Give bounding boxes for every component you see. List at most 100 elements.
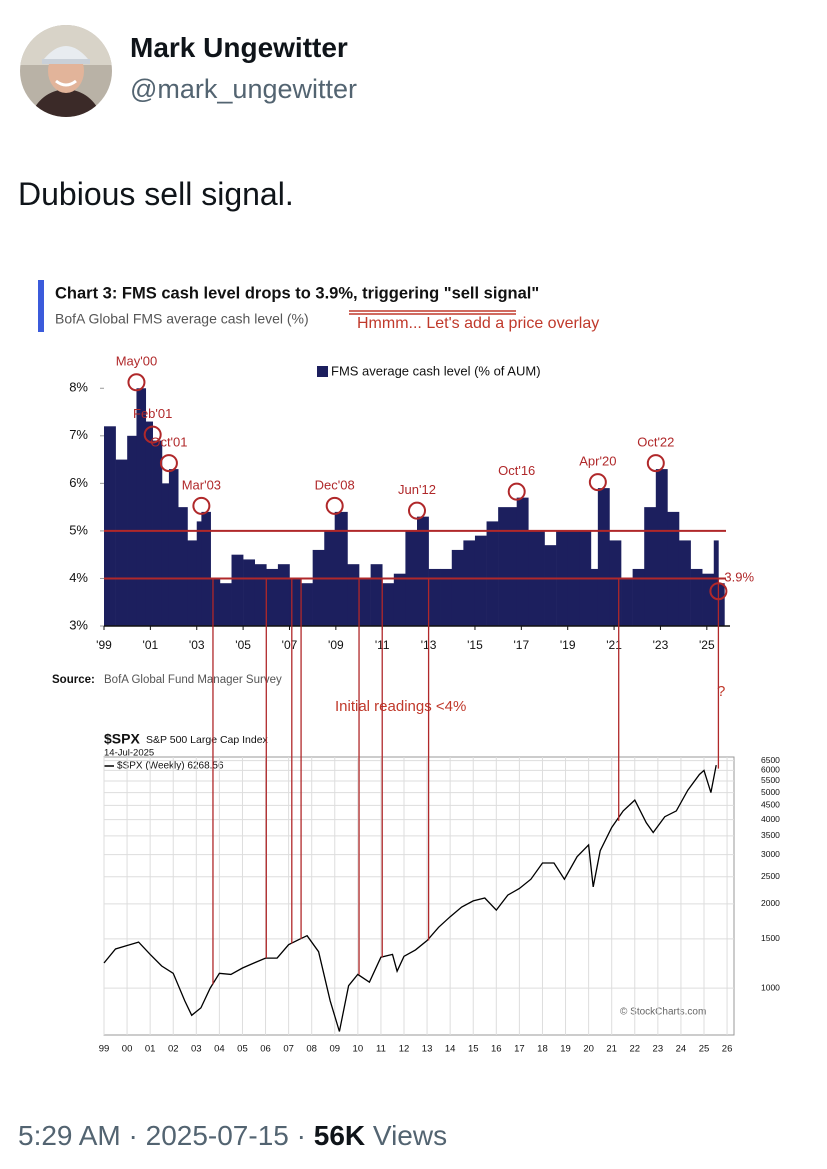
spx-date: 14-Jul-2025	[104, 748, 154, 759]
bar	[219, 583, 232, 626]
annotation-circle	[325, 496, 344, 515]
x-tick-label: '17	[514, 638, 530, 652]
annotation-circle	[646, 454, 665, 473]
bar	[440, 568, 453, 626]
x-tick-label: '03	[189, 638, 205, 652]
x-tick-label: 99	[99, 1044, 110, 1055]
x-tick-label: 15	[468, 1044, 479, 1055]
bar	[187, 540, 198, 626]
bar	[254, 564, 267, 626]
annotation-circle	[588, 473, 607, 492]
bar	[718, 583, 725, 626]
legend-label: FMS average cash level (% of AUM)	[331, 363, 541, 378]
annotation-label: Jun'12	[398, 482, 436, 497]
bar	[428, 568, 441, 626]
x-tick-label: '25	[699, 638, 715, 652]
bar	[334, 511, 348, 626]
bar	[667, 511, 680, 626]
y-tick-label: 5000	[761, 787, 780, 797]
time[interactable]: 5:29 AM	[18, 1120, 121, 1151]
bar	[201, 511, 211, 626]
title-accent	[38, 280, 44, 332]
bar	[359, 578, 371, 626]
annotation-label: Mar'03	[182, 477, 221, 492]
x-tick-label: '09	[328, 638, 344, 652]
bar	[231, 554, 244, 626]
annotation-label: 3.9%	[724, 570, 754, 585]
x-tick-label: 16	[491, 1044, 502, 1055]
bar	[590, 568, 599, 626]
y-tick-label: 4500	[761, 800, 780, 810]
bar	[678, 540, 691, 626]
y-tick-label: 5%	[69, 522, 88, 537]
x-tick-label: 03	[191, 1044, 202, 1055]
annotation: Initial readings <4%	[335, 698, 466, 715]
x-tick-label: 09	[329, 1044, 340, 1055]
user-name[interactable]: Mark Ungewitter	[130, 32, 348, 63]
bar	[621, 578, 633, 626]
bar	[289, 578, 302, 626]
date[interactable]: 2025-07-15	[145, 1120, 289, 1151]
x-tick-label: 08	[306, 1044, 317, 1055]
bar	[474, 535, 487, 626]
x-tick-label: 14	[445, 1044, 456, 1055]
y-tick-label: 8%	[69, 380, 88, 395]
annotation-circle	[408, 501, 426, 520]
x-tick-label: 02	[168, 1044, 179, 1055]
x-tick-label: 11	[376, 1044, 386, 1055]
bar	[196, 521, 202, 626]
bar	[210, 578, 221, 626]
annotation-circle	[192, 496, 211, 515]
bar	[393, 573, 406, 626]
bar	[655, 469, 668, 626]
bar	[136, 388, 147, 626]
y-tick-label: 6%	[69, 475, 88, 490]
x-tick-label: 04	[214, 1044, 225, 1055]
user-handle[interactable]: @mark_ungewitter	[130, 74, 357, 104]
y-tick-label: 7%	[69, 427, 88, 442]
bar	[312, 549, 325, 626]
views-label: Views	[372, 1120, 448, 1151]
annotation-circle	[159, 454, 178, 473]
bar	[382, 583, 395, 626]
x-tick-label: 17	[514, 1044, 525, 1055]
x-tick-label: '19	[560, 638, 576, 652]
y-tick-label: 6000	[761, 765, 780, 775]
bar	[597, 488, 610, 626]
y-tick-label: 1000	[761, 982, 780, 992]
x-tick-label: 06	[260, 1044, 271, 1055]
x-tick-label: 25	[699, 1044, 710, 1055]
y-tick-label: 2500	[761, 871, 780, 881]
views-count: 56K	[313, 1120, 366, 1151]
x-tick-label: '23	[653, 638, 669, 652]
annotation-label: Apr'20	[579, 454, 616, 469]
x-tick-label: 19	[560, 1044, 571, 1055]
bar	[370, 564, 383, 626]
bar	[463, 540, 476, 626]
y-tick-label: 5500	[761, 775, 780, 785]
price-line	[103, 764, 717, 1032]
tweet-text: Dubious sell signal.	[18, 176, 294, 212]
spx-subtitle: S&P 500 Large Cap Index	[146, 734, 269, 746]
annotation-label: Feb'01	[133, 406, 172, 421]
bar	[301, 583, 313, 626]
bar	[516, 497, 529, 626]
bar	[115, 459, 128, 626]
bar	[178, 507, 188, 626]
annotation-circle	[127, 373, 146, 392]
bar	[104, 426, 116, 626]
legend-swatch	[317, 366, 328, 377]
annotation-label: Oct'22	[637, 435, 674, 450]
x-tick-label: 21	[606, 1044, 617, 1055]
plot-frame	[103, 756, 735, 1036]
x-tick-label: 24	[676, 1044, 687, 1055]
avatar[interactable]	[20, 25, 112, 117]
fms-title: Chart 3: FMS cash level drops to 3.9%, t…	[55, 284, 539, 302]
annotation-label: May'00	[116, 354, 158, 369]
bar	[266, 568, 279, 626]
x-tick-label: 07	[283, 1044, 294, 1055]
x-tick-label: 26	[722, 1044, 733, 1055]
x-tick-label: 13	[422, 1044, 433, 1055]
credit: © StockCharts.com	[620, 1007, 706, 1018]
